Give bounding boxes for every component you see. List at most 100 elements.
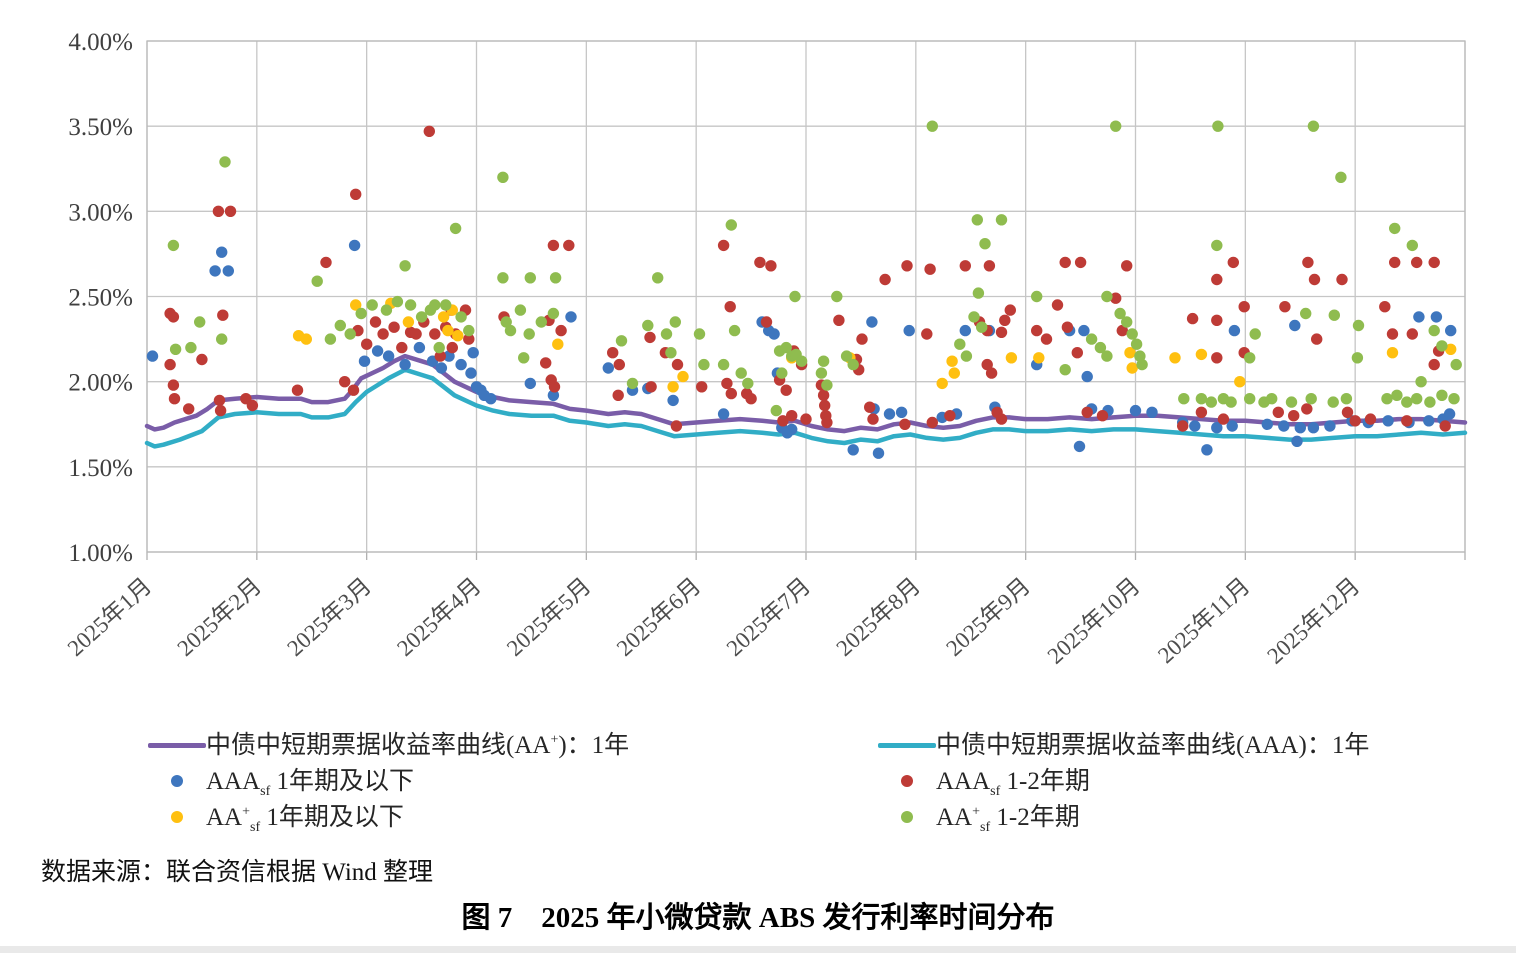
scatter-aaa-sf-1to2y-point	[164, 358, 176, 371]
scatter-aa-plus-sf-1to2y-point	[1424, 396, 1436, 408]
scatter-aa-plus-sf-under1y-point	[1033, 352, 1045, 364]
scatter-aa-plus-sf-1to2y-point	[1381, 393, 1393, 405]
plot-border	[146, 40, 1466, 553]
scatter-aa-plus-sf-1to2y-point	[815, 367, 828, 379]
scatter-aaa-sf-under1y-point	[1226, 420, 1238, 432]
scatter-aa-plus-sf-1to2y-point	[518, 352, 530, 364]
scatter-aaa-sf-1to2y-point	[745, 393, 757, 405]
scatter-aaa-sf-1to2y-point	[1311, 333, 1323, 345]
data-source-note: 数据来源：联合资信根据 Wind 整理	[41, 859, 434, 886]
scatter-aa-plus-sf-1to2y-point	[840, 350, 853, 362]
scatter-aaa-sf-under1y-point	[895, 406, 908, 418]
scatter-aaa-sf-1to2y-point	[1059, 256, 1071, 269]
scatter-aa-plus-sf-1to2y-point	[669, 316, 681, 328]
scatter-aa-plus-sf-under1y-point	[452, 330, 464, 342]
y-tick-label: 1.00%	[68, 540, 133, 567]
scatter-aaa-sf-1to2y-point	[1211, 273, 1223, 286]
scatter-aa-plus-sf-1to2y-point	[1266, 393, 1278, 405]
scatter-aaa-sf-under1y-point	[1201, 444, 1213, 456]
scatter-aaa-sf-under1y-point	[348, 239, 361, 252]
scatter-aaa-sf-1to2y-point	[540, 357, 552, 369]
scatter-aa-plus-sf-1to2y-point	[1126, 328, 1138, 340]
scatter-aaa-sf-under1y-point	[547, 389, 560, 401]
scatter-aa-plus-sf-under1y-point	[936, 377, 948, 390]
legend-label: 中债中短期票据收益率曲线(AAA)：1年	[936, 731, 1370, 759]
scatter-aa-plus-sf-under1y-point	[946, 355, 958, 367]
rate-scatter-chart: 4.00% 3.50% 3.00% 2.50% 2.00% 1.50% 1.00% 2025年…	[63, 29, 1468, 669]
x-tick-label: 2025年10月	[1043, 573, 1145, 669]
scatter-aaa-sf-1to2y-point	[754, 256, 766, 269]
scatter-aaa-sf-1to2y-point	[921, 328, 933, 340]
scatter-aa-plus-sf-1to2y-point	[1212, 120, 1224, 132]
x-tick-label: 2025年2月	[173, 573, 267, 661]
scatter-aa-plus-sf-1to2y-point	[169, 343, 182, 355]
scatter-aa-plus-sf-1to2y-point	[817, 355, 830, 367]
scatter-aa-plus-sf-1to2y-point	[1195, 393, 1208, 405]
scatter-aaa-sf-1to2y-point	[995, 413, 1008, 425]
scatter-aa-plus-sf-1to2y-point	[399, 260, 411, 272]
scatter-aaa-sf-1to2y-point	[563, 239, 575, 252]
legend-item-right-0: 中债中短期票据收益率曲线(AAA)：1年	[878, 727, 1369, 763]
scatter-aa-plus-sf-1to2y-point	[626, 377, 639, 390]
scatter-aa-plus-sf-under1y-point	[300, 333, 312, 345]
scatter-aaa-sf-1to2y-point	[246, 399, 259, 412]
scatter-aaa-sf-1to2y-point	[924, 263, 936, 275]
trend-line-aa-plus-1y	[144, 353, 1468, 434]
legend-label: 中债中短期票据收益率曲线(AA+)：1年	[206, 731, 630, 759]
x-tick-label: 2025年5月	[502, 573, 596, 661]
scatter-aaa-sf-1to2y-point	[1081, 406, 1093, 418]
scatter-aa-plus-sf-1to2y-point	[847, 358, 859, 371]
scatter-aaa-sf-1to2y-point	[168, 393, 181, 405]
scatter-aa-plus-sf-1to2y-point	[1130, 338, 1143, 350]
y-tick-label: 3.00%	[68, 199, 133, 226]
scatter-aa-plus-sf-1to2y-point	[971, 214, 983, 226]
scatter-aa-plus-sf-under1y-point	[552, 338, 564, 350]
scatter-aaa-sf-1to2y-point	[1074, 256, 1087, 269]
scatter-aaa-sf-1to2y-point	[434, 350, 446, 362]
scatter-aaa-sf-under1y-point	[667, 394, 679, 407]
scatter-aaa-sf-1to2y-point	[1071, 347, 1084, 359]
scatter-aaa-sf-under1y-point	[883, 408, 896, 420]
scatter-aaa-sf-1to2y-point	[213, 394, 226, 407]
x-tick-label: 2025年12月	[1262, 573, 1364, 669]
trend-line-aaa-1y	[144, 367, 1468, 449]
scatter-aa-plus-sf-1to2y-point	[1436, 389, 1448, 401]
x-tick-label: 2025年9月	[941, 573, 1035, 661]
scatter-aaa-sf-under1y-point	[717, 408, 730, 420]
scatter-aa-plus-sf-1to2y-point	[1285, 396, 1298, 408]
scatter-aaa-sf-1to2y-point	[607, 347, 619, 359]
scatter-aaa-sf-1to2y-point	[1439, 420, 1451, 432]
scatter-aaa-sf-under1y-point	[467, 347, 479, 359]
scatter-aa-plus-sf-1to2y-point	[1244, 352, 1256, 364]
scatter-aaa-sf-1to2y-point	[1211, 352, 1223, 364]
scatter-aa-plus-sf-1to2y-point	[735, 367, 747, 379]
scatter-aaa-sf-1to2y-point	[780, 384, 792, 396]
scatter-aa-plus-sf-1to2y-point	[185, 341, 197, 354]
scatter-aa-plus-sf-1to2y-point	[523, 328, 535, 340]
scatter-aa-plus-sf-1to2y-point	[725, 219, 737, 231]
legend-dot-swatch	[171, 775, 183, 787]
scatter-aaa-sf-1to2y-point	[1040, 333, 1053, 345]
scatter-aaa-sf-1to2y-point	[547, 239, 560, 252]
scatter-aa-plus-sf-1to2y-point	[1114, 307, 1126, 320]
scatter-aaa-sf-under1y-point	[1073, 440, 1086, 453]
scatter-aa-plus-sf-under1y-point	[1126, 362, 1138, 374]
scatter-aa-plus-sf-1to2y-point	[960, 350, 973, 362]
scatter-aaa-sf-1to2y-point	[1389, 256, 1401, 269]
scatter-aaa-sf-1to2y-point	[1272, 406, 1285, 418]
scatter-aa-plus-sf-1to2y-point	[972, 287, 985, 299]
scatter-aa-plus-sf-under1y-point	[437, 311, 450, 323]
scatter-aa-plus-sf-1to2y-point	[216, 333, 228, 345]
scatter-aa-plus-sf-1to2y-point	[926, 120, 938, 132]
legend-item-right-2: AA+sf 1-2年期	[878, 799, 1369, 835]
scatter-aaa-sf-1to2y-point	[1364, 413, 1377, 425]
scatter-aaa-sf-under1y-point	[485, 393, 497, 405]
scatter-aa-plus-sf-under1y-point	[402, 316, 415, 328]
scatter-aaa-sf-1to2y-point	[212, 205, 225, 217]
scatter-aa-plus-sf-1to2y-point	[500, 316, 512, 328]
figure-caption: 图 7 2025 年小微贷款 ABS 发行利率时间分布	[461, 902, 1055, 934]
scatter-aa-plus-sf-under1y-point	[677, 370, 689, 383]
scatter-aaa-sf-under1y-point	[222, 265, 234, 277]
scatter-aa-plus-sf-1to2y-point	[1244, 393, 1256, 405]
scatter-aa-plus-sf-1to2y-point	[497, 272, 509, 284]
